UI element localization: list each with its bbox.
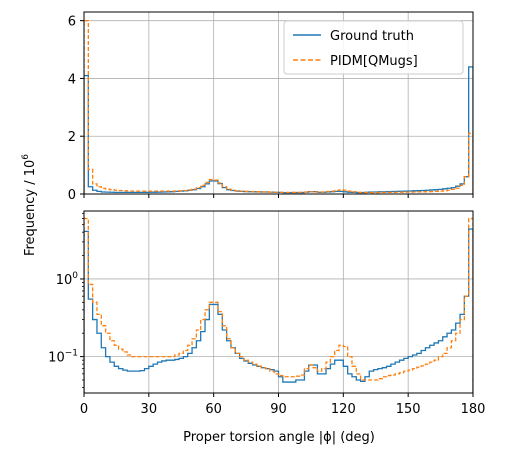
y-tick-label-linear-3: 6	[68, 15, 76, 30]
y-tick-label-log-1: 100	[56, 271, 79, 288]
x-tick-label-log-4: 120	[331, 402, 356, 417]
x-tick-label-log-2: 60	[205, 402, 222, 417]
y-tick-label-linear-0: 0	[68, 188, 76, 203]
series-line-pidm-linear	[84, 20, 473, 194]
x-tick-label-log-0: 0	[80, 402, 88, 417]
x-axis-label: Proper torsion angle |ϕ| (deg)	[183, 430, 375, 445]
series-line-ground-truth-log	[84, 228, 473, 393]
legend-label-pidm: PIDM[QMugs]	[330, 54, 418, 69]
y-tick-label-log-0: 10−1	[48, 349, 78, 366]
legend-frame	[283, 20, 464, 75]
series-line-pidm-log	[84, 217, 473, 393]
legend: Ground truth PIDM[QMugs]	[283, 20, 464, 75]
x-tick-label-log-1: 30	[141, 402, 158, 417]
x-tick-label-log-5: 150	[396, 402, 421, 417]
y-axis-label-exponent: 6	[21, 154, 31, 160]
y-axis-label-text: Frequency / 10	[23, 160, 38, 256]
x-tick-label-log-6: 180	[461, 402, 486, 417]
panel-log-scale: 0 30 60 90 120 150 180 10−1 100	[48, 210, 486, 417]
y-axis-label: Frequency / 106	[21, 154, 38, 256]
legend-label-ground-truth: Ground truth	[330, 29, 414, 44]
y-tick-label-linear-2: 4	[68, 72, 76, 87]
x-tick-label-log-3: 90	[270, 402, 287, 417]
y-tick-label-linear-1: 2	[68, 130, 76, 145]
